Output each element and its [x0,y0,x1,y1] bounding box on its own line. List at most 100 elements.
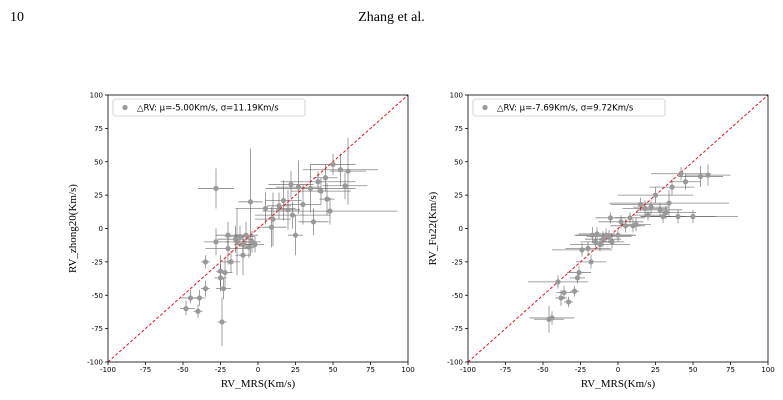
data-point [295,184,302,190]
data-point [237,233,243,240]
data-point [289,212,296,218]
data-point [315,179,321,185]
legend: △RV: μ=-7.69Km/s, σ=9.72Km/s [472,98,666,117]
data-point [240,241,246,248]
data-point [324,196,330,202]
data-point [645,212,651,218]
data-point [246,244,252,250]
data-point [213,185,219,192]
data-point [307,185,314,192]
data-point [202,259,209,265]
data-point [660,213,666,220]
y-tick-label: -50 [452,292,463,300]
data-point [202,285,209,292]
data-point [597,241,603,248]
data-point [345,168,351,174]
chart-2: -100 -75 -50 -25 0 25 50 75 100 -100 -75 -50 -25 0 25 5… [427,92,775,391]
data-point [669,184,675,190]
data-point [327,208,333,214]
data-point [576,269,582,276]
data-point [268,224,275,230]
page-number: 10 [10,10,24,25]
x-tick-label: 25 [291,366,300,374]
data-point [594,231,600,237]
plot-area [468,95,768,362]
data-point [183,306,189,312]
data-point [574,275,581,281]
data-point [252,241,258,248]
y-tick-label: -75 [92,325,103,333]
x-tick-label: -25 [215,366,226,374]
y-tick-label: 50 [454,158,463,166]
data-point [288,181,294,188]
data-point [549,315,555,321]
y-tick-label: 0 [459,225,463,233]
reference-line [468,95,768,362]
data-point [606,233,612,240]
y-tick-label: -100 [87,359,103,367]
x-tick-label: 75 [366,366,375,374]
data-point [652,192,659,198]
data-point [589,232,596,238]
x-tick-label: 100 [761,366,774,374]
data-point [310,219,317,225]
data-point [571,288,578,294]
data-point [579,247,585,253]
legend-marker [122,104,128,111]
data-point [220,285,227,292]
data-point [280,197,287,204]
x-tick-label: -50 [537,366,548,374]
x-tick-label: 75 [726,366,735,374]
data-point [697,173,704,180]
data-point [607,215,614,221]
data-point [585,245,591,252]
plot-area [108,95,408,362]
data-point [247,199,254,205]
x-tick-label: 0 [616,366,620,374]
y-tick-label: 100 [450,92,463,100]
data-point [187,295,194,301]
data-point [633,221,639,228]
data-point [565,299,572,305]
data-point [622,223,629,229]
data-point [219,319,225,325]
data-point [600,236,606,242]
data-point [666,200,672,206]
y-tick-label: 100 [90,92,103,100]
data-point [637,201,644,208]
data-point [337,167,344,173]
x-tick-label: -100 [460,366,476,374]
data-point [555,279,561,285]
y-tick-label: -100 [447,359,463,367]
data-point [330,161,336,168]
data-point [240,252,246,258]
data-point [217,275,224,281]
x-tick-label: 50 [689,366,698,374]
data-point [213,239,219,245]
y-tick-label: -50 [92,292,103,300]
data-point [675,213,681,220]
y-tick-label: 0 [99,225,103,233]
data-point [615,232,621,238]
data-point [292,232,299,238]
data-point [225,232,231,238]
x-tick-label: -25 [575,366,586,374]
legend-label: △RV: μ=-7.69Km/s, σ=9.72Km/s [497,104,634,114]
data-point [243,232,249,238]
data-point [222,269,228,276]
data-point [300,201,306,208]
data-point [609,239,615,245]
data-point [648,204,654,210]
data-point [195,308,201,314]
y-tick-label: -25 [452,258,463,266]
data-point [217,268,224,274]
running-head: Zhang et al. [358,10,425,25]
y-tick-label: 75 [94,125,103,133]
y-tick-label: -75 [452,325,463,333]
data-point [322,175,329,181]
data-point [561,289,567,296]
data-point [682,179,689,185]
data-point [588,259,594,265]
data-point [196,295,203,301]
